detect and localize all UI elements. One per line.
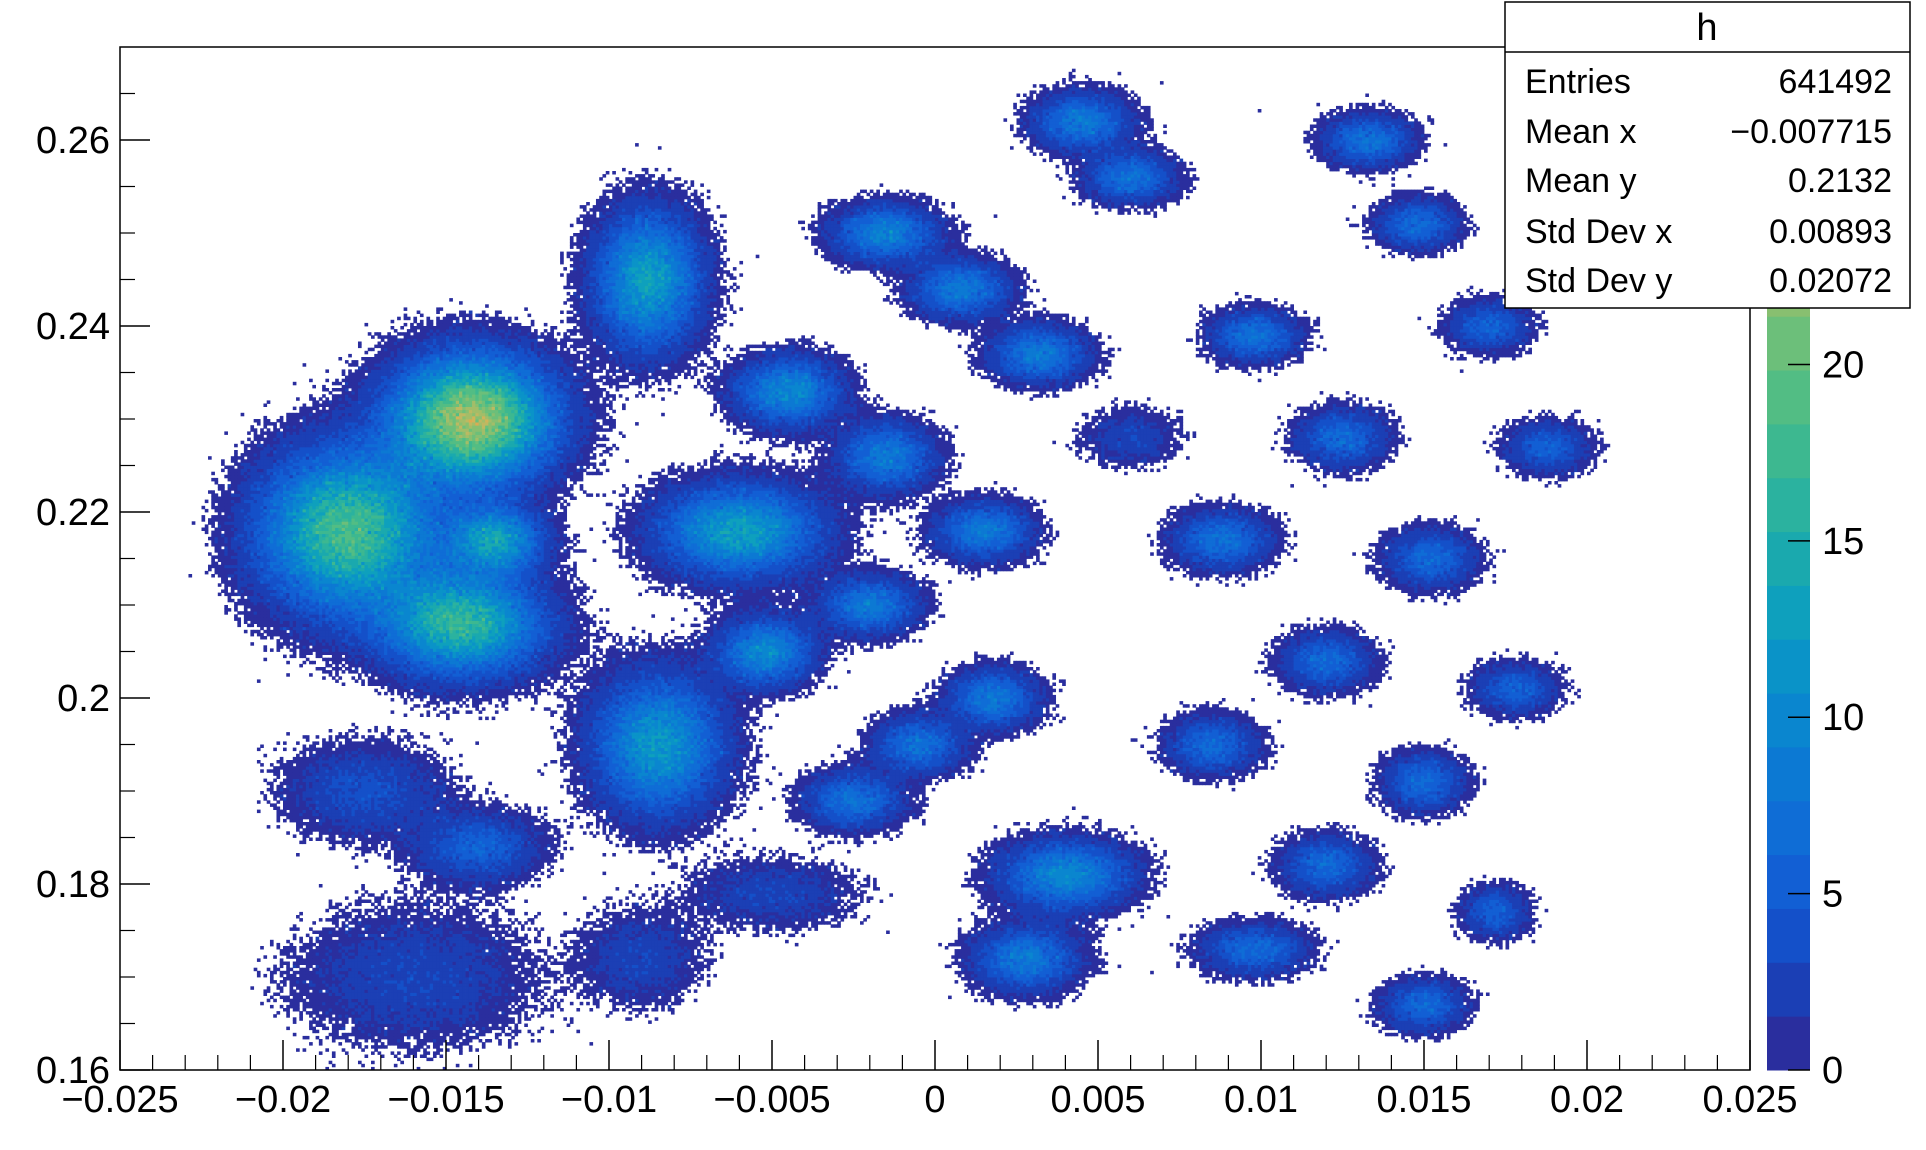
y-tick-label: 0.26 (36, 120, 110, 162)
heatmap-bins (188, 69, 1610, 1071)
y-tick-label: 0.24 (36, 306, 110, 348)
y-tick-label: 0.2 (57, 678, 110, 720)
palette-segment (1767, 585, 1810, 639)
palette-tick-label: 15 (1822, 521, 1864, 563)
x-tick-label: −0.02 (235, 1079, 331, 1121)
x-tick-label: 0.02 (1550, 1079, 1624, 1121)
palette-segment (1767, 855, 1810, 909)
palette-segment (1767, 747, 1810, 801)
x-tick-label: −0.005 (713, 1079, 830, 1121)
palette-segment (1767, 316, 1810, 370)
stats-value-mean-y: 0.2132 (1788, 162, 1892, 200)
stats-value-entries: 641492 (1779, 63, 1892, 101)
stats-value-stddev-y: 0.02072 (1769, 262, 1892, 300)
x-tick-label: −0.015 (387, 1079, 504, 1121)
palette-segment (1767, 532, 1810, 586)
stats-label-entries: Entries (1525, 63, 1631, 101)
palette-tick-label: 10 (1822, 697, 1864, 739)
stats-value-stddev-x: 0.00893 (1769, 213, 1892, 251)
y-axis: 0.16 0.18 0.2 0.22 0.24 0.26 (36, 94, 150, 1093)
palette-segment (1767, 424, 1810, 478)
x-tick-label: 0 (924, 1079, 945, 1121)
palette-segment (1767, 370, 1810, 424)
x-tick-label: 0.015 (1376, 1079, 1471, 1121)
palette-tick-label: 20 (1822, 344, 1864, 386)
x-tick-label: 0.01 (1224, 1079, 1298, 1121)
palette-segment (1767, 962, 1810, 1016)
palette-segment (1767, 478, 1810, 532)
stats-label-mean-x: Mean x (1525, 113, 1637, 151)
y-tick-label: 0.22 (36, 492, 110, 534)
heatmap-area[interactable] (188, 69, 1610, 1071)
palette-segment (1767, 908, 1810, 962)
palette-tick-label: 5 (1822, 874, 1843, 916)
y-tick-label: 0.16 (36, 1050, 110, 1092)
x-tick-label: 0.025 (1702, 1079, 1797, 1121)
stats-box[interactable]: h Entries 641492 Mean x −0.007715 Mean y… (1505, 2, 1910, 308)
palette-segment (1767, 801, 1810, 855)
palette-tick-label: 0 (1822, 1050, 1843, 1092)
stats-label-stddev-y: Std Dev y (1525, 262, 1672, 300)
x-tick-label: −0.01 (561, 1079, 657, 1121)
palette-segment (1767, 639, 1810, 693)
stats-label-stddev-x: Std Dev x (1525, 213, 1672, 251)
palette-segment (1767, 693, 1810, 747)
stats-value-mean-x: −0.007715 (1730, 113, 1892, 151)
y-tick-label: 0.18 (36, 864, 110, 906)
stats-label-mean-y: Mean y (1525, 162, 1637, 200)
stats-box-title: h (1696, 7, 1717, 49)
x-tick-label: 0.005 (1050, 1079, 1145, 1121)
palette-segment (1767, 1016, 1810, 1070)
